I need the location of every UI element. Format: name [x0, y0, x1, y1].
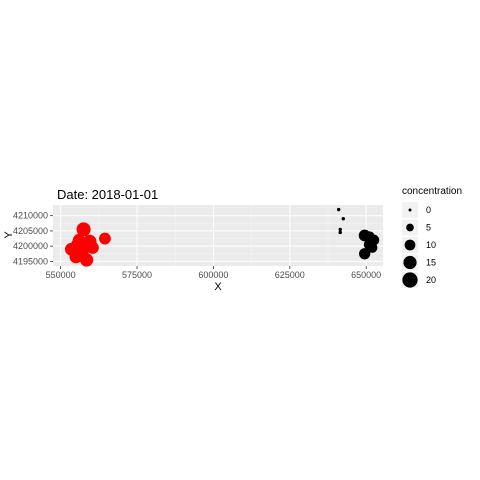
- y-tick-label: 4195000: [13, 256, 48, 266]
- data-point: [336, 207, 341, 212]
- data-point: [367, 242, 378, 253]
- legend-entries: 0 5 10 15 20: [402, 202, 436, 288]
- x-tick-label: 650000: [351, 270, 381, 280]
- data-point: [76, 222, 91, 237]
- chart-title: Date: 2018-01-01: [57, 187, 158, 202]
- data-points: [64, 207, 380, 267]
- data-point: [359, 248, 371, 260]
- y-axis: 4195000 4200000 4205000 4210000: [13, 211, 53, 266]
- data-point: [99, 232, 111, 245]
- y-tick-label: 4205000: [13, 226, 48, 236]
- grid-major: [53, 205, 383, 266]
- data-point: [80, 253, 94, 267]
- data-point: [86, 241, 99, 254]
- x-axis: 550000 575000 600000 625000 650000: [46, 266, 381, 280]
- legend: concentration 0 5 10 15 20: [402, 186, 462, 288]
- data-point: [338, 230, 342, 235]
- legend-symbol: [402, 272, 418, 288]
- legend-label: 15: [426, 258, 436, 268]
- y-tick-label: 4200000: [13, 241, 48, 251]
- legend-symbol: [404, 239, 416, 251]
- grid-minor: [53, 205, 383, 266]
- legend-title: concentration: [402, 186, 462, 197]
- legend-label: 0: [426, 205, 431, 215]
- legend-symbol: [408, 208, 412, 212]
- y-axis-title: Y: [3, 231, 15, 239]
- x-tick-label: 625000: [275, 270, 305, 280]
- x-tick-label: 550000: [46, 270, 76, 280]
- x-tick-label: 600000: [198, 270, 228, 280]
- legend-symbol: [406, 223, 414, 232]
- legend-label: 20: [426, 275, 436, 285]
- data-point: [338, 227, 342, 232]
- legend-symbol: [403, 255, 417, 270]
- y-tick-label: 4210000: [13, 211, 48, 221]
- legend-label: 10: [426, 240, 436, 250]
- data-point: [341, 217, 345, 221]
- legend-label: 5: [426, 223, 431, 233]
- x-tick-label: 575000: [122, 270, 152, 280]
- x-axis-title: X: [214, 281, 222, 293]
